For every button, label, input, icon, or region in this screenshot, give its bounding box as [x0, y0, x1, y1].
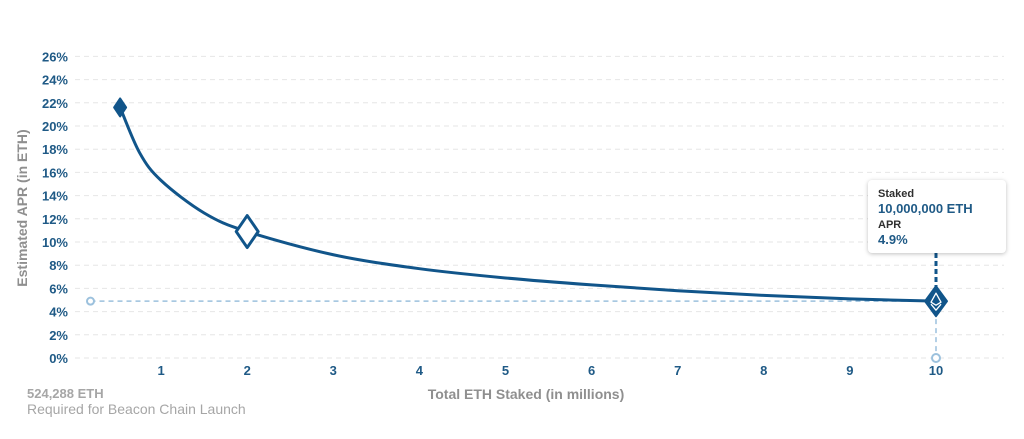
axis-end-dot	[931, 353, 941, 363]
footnote-title: 524,288 ETH	[27, 386, 104, 401]
diamond-shape	[234, 214, 260, 250]
x-axis-title: Total ETH Staked (in millions)	[428, 386, 625, 402]
y-tick-label: 18%	[42, 142, 68, 157]
y-tick-label: 14%	[42, 189, 68, 204]
y-tick-label: 12%	[42, 212, 68, 227]
x-tick-label: 2	[244, 363, 251, 378]
y-tick-label: 24%	[42, 73, 68, 88]
footnote-subtitle: Required for Beacon Chain Launch	[27, 401, 246, 417]
grid-lines	[75, 55, 1004, 359]
y-tick-label: 16%	[42, 165, 68, 180]
y-axis-title: Estimated APR (in ETH)	[14, 129, 30, 286]
y-tick-label: 2%	[49, 328, 68, 343]
x-tick-label: 3	[330, 363, 337, 378]
y-tick-label: 4%	[49, 305, 68, 320]
y-tick-label: 10%	[42, 235, 68, 250]
beacon-chain-footnote: 524,288 ETH Required for Beacon Chain La…	[27, 386, 246, 418]
y-tick-label: 26%	[42, 49, 68, 64]
hollow-diamond-marker[interactable]	[234, 214, 260, 250]
y-tick-label: 0%	[49, 351, 68, 366]
y-tick-label: 22%	[42, 96, 68, 111]
x-tick-label: 4	[416, 363, 424, 378]
x-tick-label: 8	[760, 363, 767, 378]
filled-diamond-marker[interactable]	[113, 97, 128, 118]
x-tick-label: 5	[502, 363, 509, 378]
x-tick-label: 7	[674, 363, 681, 378]
reference-start-dot	[85, 296, 95, 306]
curve-markers[interactable]	[113, 97, 948, 318]
y-tick-label: 6%	[49, 281, 68, 296]
y-axis-ticks: 0% 2% 4% 6% 8% 10% 12% 14% 16% 18% 20% 22% 24% 26%	[42, 49, 68, 366]
x-tick-label: 6	[588, 363, 595, 378]
x-tick-label: 9	[846, 363, 853, 378]
y-tick-label: 8%	[49, 258, 68, 273]
eth-marker-icon[interactable]	[924, 285, 948, 318]
y-tick-label: 20%	[42, 119, 68, 134]
tooltip-staked-value: 10,000,000 ETH	[878, 201, 973, 216]
diamond-shape	[113, 97, 128, 118]
reference-lines	[85, 253, 941, 363]
apr-curve-line	[118, 105, 938, 303]
x-tick-label: 1	[157, 363, 164, 378]
tooltip-apr-label: APR	[878, 219, 902, 231]
tooltip-apr-value: 4.9%	[878, 232, 908, 247]
tooltip-staked-label: Staked	[878, 188, 915, 200]
x-tick-label: 10	[929, 363, 943, 378]
diamond-shape	[924, 285, 948, 318]
x-axis-ticks: 1 2 3 4 5 6 7 8 9 10	[157, 363, 943, 378]
eth-glyph-top	[930, 292, 942, 306]
eth-glyph-bottom	[930, 303, 942, 311]
value-tooltip: Staked 10,000,000 ETH APR 4.9%	[868, 180, 1006, 253]
